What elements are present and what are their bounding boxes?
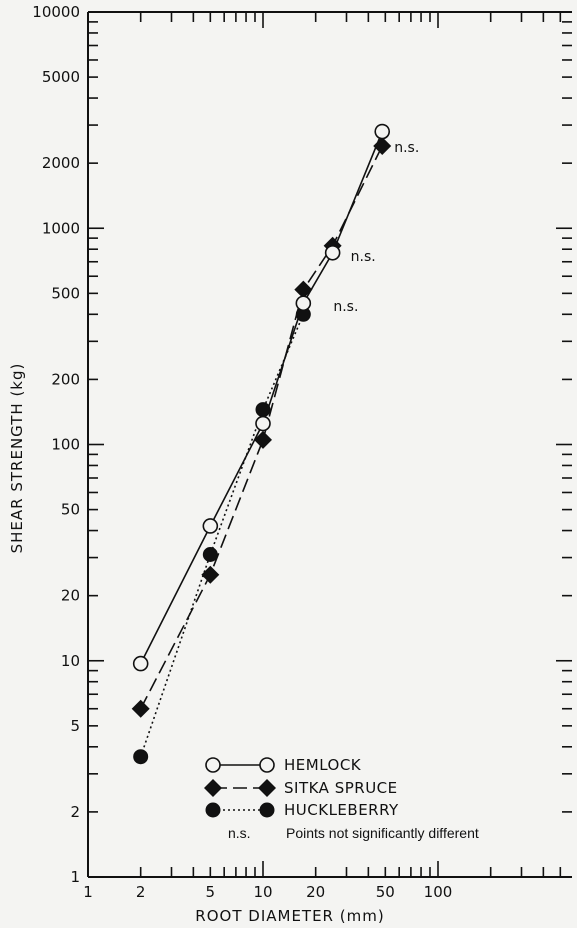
legend-marker: [204, 779, 222, 797]
plot-frame: [87, 11, 572, 878]
legend-label: HEMLOCK: [284, 756, 362, 774]
legend-label: SITKA SPRUCE: [284, 779, 398, 797]
y-axis-title: SHEAR STRENGTH (kg): [8, 363, 26, 554]
x-tick-label: 1: [83, 883, 93, 901]
y-tick-label: 100: [51, 436, 80, 454]
y-tick-label: 5000: [42, 68, 80, 86]
data-point: [202, 518, 219, 534]
data-point: [373, 137, 392, 156]
legend-marker: [205, 802, 221, 818]
series-lines: [139, 131, 383, 757]
data-point: [254, 430, 272, 449]
legend-marker: [259, 802, 275, 818]
legend: HEMLOCK SITKA SPRUCE HUCKLEBERRY n.s. Points…: [204, 756, 479, 841]
data-point: [374, 123, 391, 140]
legend-note-text: Points not significantly different: [286, 825, 479, 841]
y-tick-label: 200: [51, 370, 80, 388]
data-point: [255, 415, 271, 432]
data-point: [132, 655, 149, 672]
x-tick-label: 20: [306, 883, 325, 901]
data-point: [131, 699, 150, 718]
ns-annotation: n.s.: [351, 249, 376, 265]
x-tick-label: 10: [253, 883, 272, 901]
series-line: [139, 131, 383, 664]
data-point: [202, 546, 218, 562]
y-tick-label: 10: [61, 652, 80, 670]
ns-annotation: n.s.: [333, 299, 358, 315]
x-tick-label: 5: [206, 883, 216, 901]
legend-marker: [258, 779, 276, 797]
axis-tick-labels: 1 2 5 10 20 50 100 1 2 5 10 20 50 100 200 500 1000 2000 50…: [32, 3, 452, 901]
x-tick-label: 50: [376, 883, 395, 901]
series-line: [139, 313, 305, 757]
y-tick-label: 50: [61, 501, 80, 519]
y-tick-label: 20: [61, 587, 80, 605]
y-tick-label: 2: [70, 803, 80, 821]
data-point: [324, 244, 341, 261]
data-point: [133, 749, 149, 765]
legend-marker: [205, 757, 221, 773]
y-tick-label: 10000: [32, 3, 80, 21]
data-point: [294, 280, 313, 299]
legend-marker: [259, 757, 275, 773]
series-markers: [131, 123, 392, 765]
y-tick-label: 1000: [42, 219, 80, 237]
y-tick-label: 5: [70, 717, 80, 735]
data-point: [201, 565, 220, 584]
x-tick-label: 100: [424, 883, 453, 901]
ns-annotation: n.s.: [394, 140, 419, 156]
y-tick-label: 2000: [42, 154, 80, 172]
legend-note-symbol: n.s.: [228, 825, 251, 841]
annotations: n.s. n.s. n.s.: [333, 140, 419, 315]
data-point: [255, 402, 271, 418]
x-axis-title: ROOT DIAMETER (mm): [195, 907, 384, 925]
y-tick-label: 500: [51, 284, 80, 302]
data-point: [295, 295, 312, 312]
y-tick-label: 1: [70, 868, 80, 886]
axis-ticks: [88, 12, 572, 878]
x-tick-label: 2: [136, 883, 146, 901]
legend-label: HUCKLEBERRY: [284, 801, 399, 819]
